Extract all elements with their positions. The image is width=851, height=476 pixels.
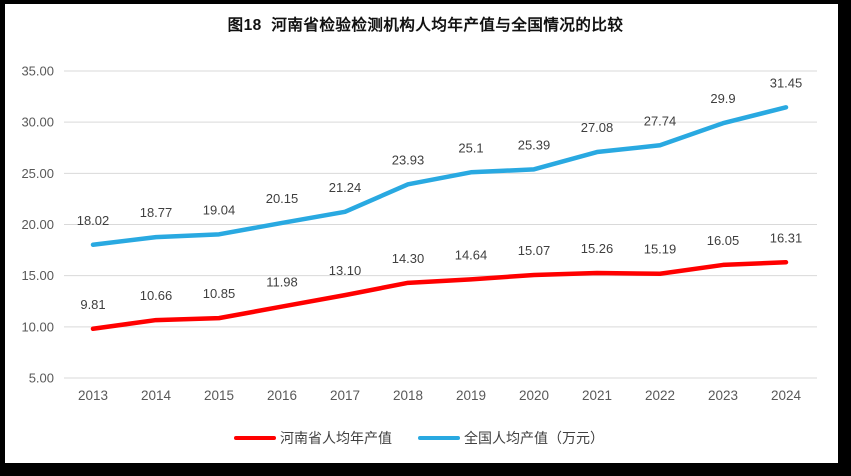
legend-label-national: 全国人均产值（万元） [464,430,604,446]
data-label: 10.66 [140,288,173,303]
series-line [90,260,789,332]
x-axis-tick-label: 2019 [456,388,486,403]
data-label: 31.45 [770,75,803,90]
data-label: 15.19 [644,242,677,257]
legend-marker-blue-line [418,435,460,441]
data-label: 18.77 [140,205,173,220]
x-axis-tick-label: 2014 [141,388,172,403]
x-axis-tick-label: 2017 [330,388,360,403]
x-axis-tick-label: 2016 [267,388,297,403]
x-axis-tick-label: 2023 [708,388,738,403]
data-label: 20.15 [266,191,299,206]
data-label: 16.31 [770,230,803,245]
x-axis-tick-label: 2015 [204,388,234,403]
y-axis-tick-label: 25.00 [21,166,54,181]
chart-legend: 河南省人均年产值 全国人均产值（万元） [0,428,838,448]
x-axis-tick-label: 2020 [519,388,549,403]
data-label: 23.93 [392,152,425,167]
data-label: 25.1 [458,140,483,155]
y-axis-tick-label: 35.00 [21,64,54,79]
data-label: 14.30 [392,251,425,266]
chart-title: 图18 河南省检验检测机构人均年产值与全国情况的比较 [227,17,624,34]
x-axis-tick-label: 2018 [393,388,423,403]
data-label: 11.98 [266,275,298,290]
data-label: 9.81 [80,297,105,312]
data-label: 19.04 [203,202,236,217]
data-label: 29.9 [710,91,735,106]
x-axis-tick-label: 2021 [582,388,612,403]
x-axis-tick-label: 2013 [78,388,108,403]
data-label: 16.05 [707,233,740,248]
data-label: 18.02 [77,213,110,228]
y-axis-tick-label: 15.00 [21,268,54,283]
data-label: 14.64 [455,247,488,262]
x-axis-tick-label: 2024 [771,388,802,403]
data-label: 15.26 [581,241,614,256]
x-axis-tick-label: 2022 [645,388,675,403]
legend-item-henan: 河南省人均年产值 [234,428,392,448]
chart-background [5,4,838,463]
data-label: 21.24 [329,180,362,195]
data-label: 25.39 [518,137,551,152]
y-axis-tick-label: 10.00 [21,319,54,334]
legend-marker-red-line [234,435,276,441]
y-axis-tick-label: 5.00 [29,371,54,386]
data-label: 13.10 [329,263,362,278]
y-axis-tick-label: 30.00 [21,115,54,130]
data-label: 10.85 [203,286,236,301]
data-label: 27.08 [581,120,614,135]
data-label: 27.74 [644,113,677,128]
legend-label-henan: 河南省人均年产值 [280,430,392,446]
legend-item-national: 全国人均产值（万元） [418,428,604,448]
series-line [90,105,789,248]
data-label: 15.07 [518,243,551,258]
y-axis-tick-label: 20.00 [21,217,54,232]
